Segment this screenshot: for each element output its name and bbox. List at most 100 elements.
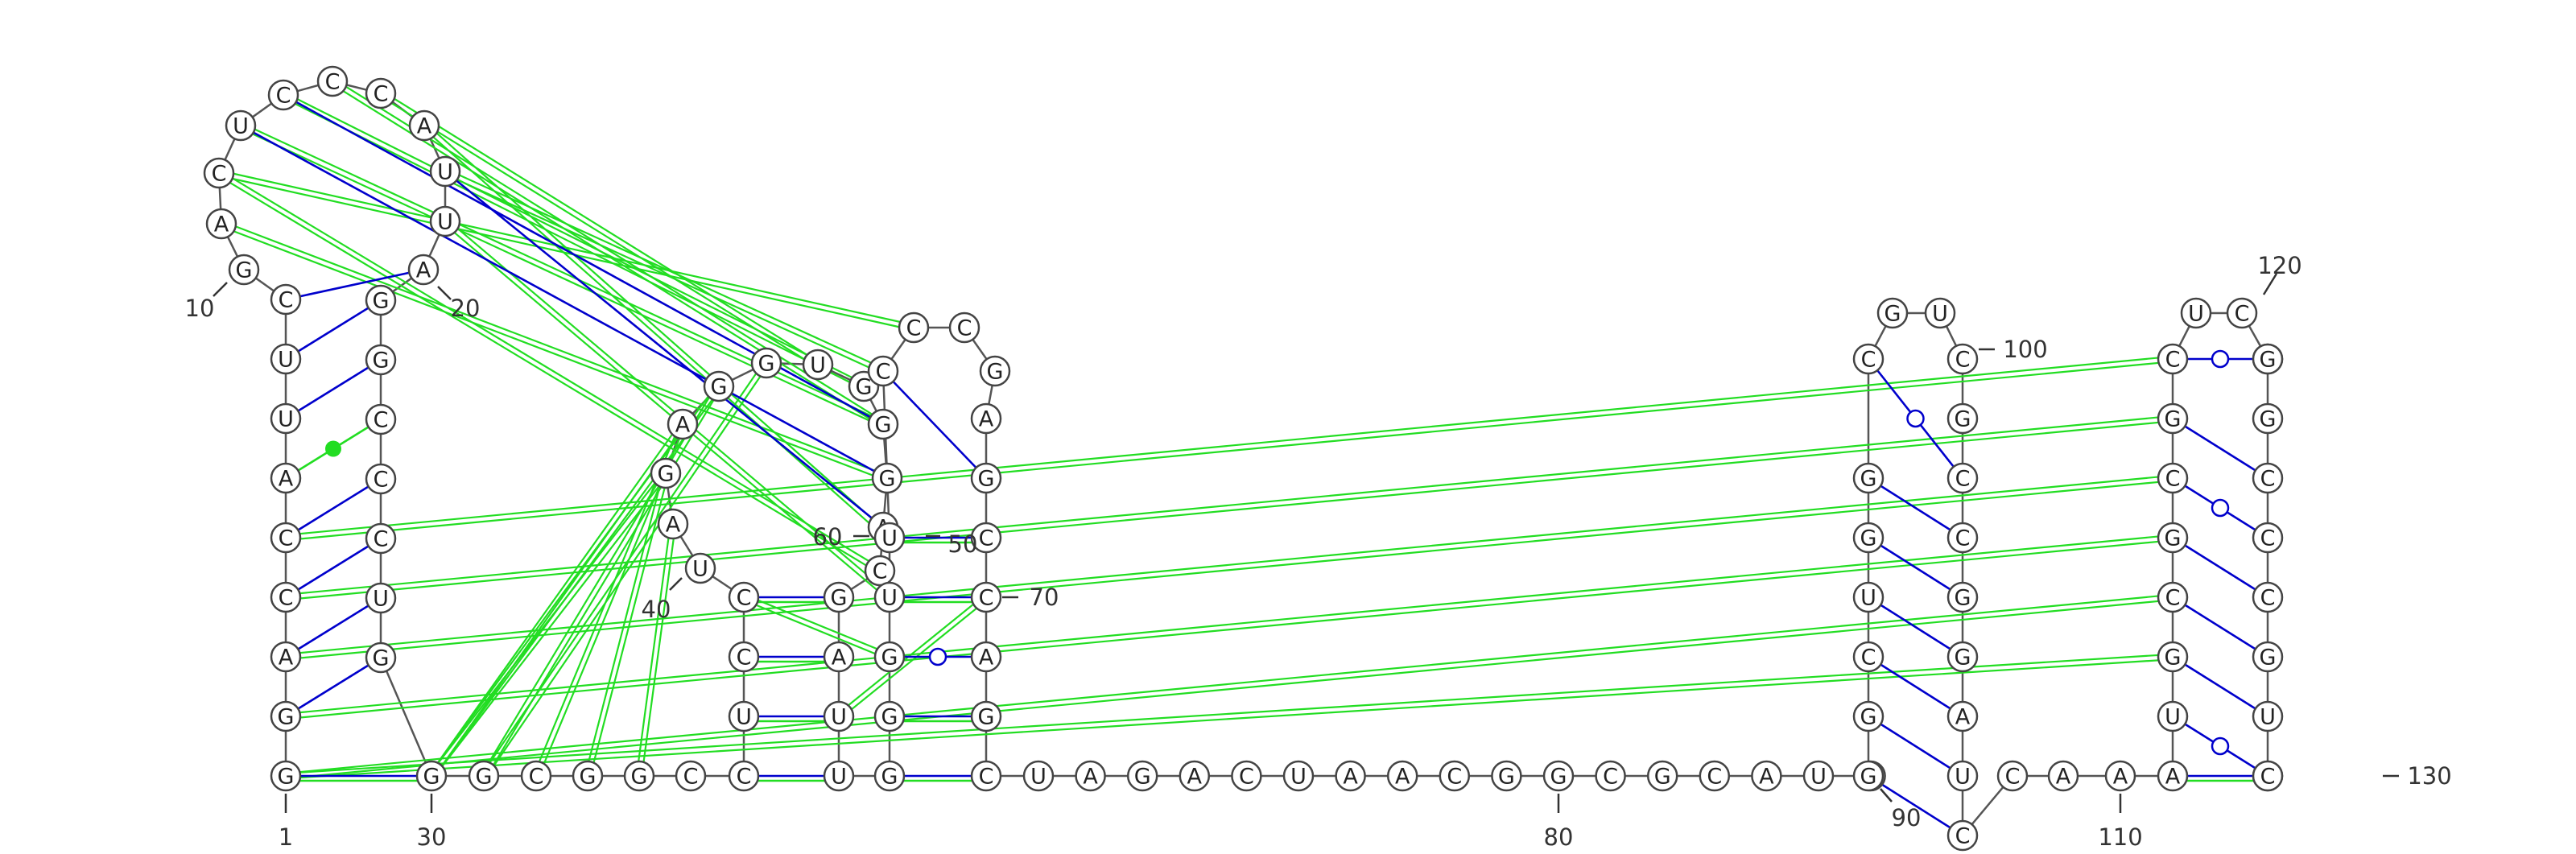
svg-text:U: U xyxy=(881,526,898,551)
svg-text:G: G xyxy=(879,467,896,492)
tick-10: 10 xyxy=(185,282,228,322)
svg-text:G: G xyxy=(881,705,898,730)
nucleotide-68: G xyxy=(970,700,1002,732)
svg-text:A: A xyxy=(1083,765,1098,790)
svg-text:C: C xyxy=(2165,467,2181,492)
svg-text:G: G xyxy=(2260,348,2277,373)
svg-text:30: 30 xyxy=(417,823,447,851)
nucleotide-46: G xyxy=(867,408,899,440)
nucleotide-62: G xyxy=(979,355,1011,387)
tertiary-link xyxy=(285,593,2174,780)
svg-text:C: C xyxy=(279,526,294,551)
tick-1: 1 xyxy=(279,794,293,851)
svg-text:U: U xyxy=(736,705,752,730)
tick-120: 120 xyxy=(2257,252,2302,295)
tick-110: 110 xyxy=(2098,794,2143,851)
nucleotide-31: G xyxy=(572,760,604,792)
svg-text:C: C xyxy=(1955,824,1971,849)
base-pair xyxy=(890,596,986,604)
base-pair xyxy=(890,536,986,544)
base-pair xyxy=(285,656,382,718)
nucleotide-50: G xyxy=(823,581,855,613)
nucleotide-66: C xyxy=(970,581,1002,613)
svg-text:G: G xyxy=(1860,467,1877,492)
nucleotide-23: C xyxy=(365,403,397,435)
nucleotide-63: A xyxy=(970,402,1002,435)
base-pair xyxy=(2172,536,2268,599)
nucleotide-94: G xyxy=(1876,297,1909,329)
svg-text:G: G xyxy=(1498,765,1515,790)
svg-text:U: U xyxy=(233,114,249,139)
svg-text:C: C xyxy=(374,408,389,433)
nucleotide-27: G xyxy=(365,642,397,674)
base-pair xyxy=(1868,715,1963,778)
nucleotide-88: G xyxy=(1852,700,1885,732)
svg-text:U: U xyxy=(373,587,389,612)
nucleotide-51: A xyxy=(823,641,855,673)
tick-80: 80 xyxy=(1544,794,1573,851)
svg-text:G: G xyxy=(831,586,848,611)
svg-text:G: G xyxy=(711,375,728,400)
svg-text:U: U xyxy=(831,705,847,730)
base-pair xyxy=(1868,774,1963,837)
nucleotide-119: G xyxy=(2252,343,2284,375)
svg-text:U: U xyxy=(810,353,826,378)
svg-text:C: C xyxy=(1955,467,1971,492)
tertiary-link xyxy=(285,355,2174,542)
nucleotide-127: C xyxy=(2252,760,2284,792)
svg-text:C: C xyxy=(374,82,389,107)
nucleotide-15: C xyxy=(316,65,349,97)
base-pair xyxy=(2172,417,2268,480)
nucleotide-121: C xyxy=(2252,462,2284,494)
svg-text:70: 70 xyxy=(1030,584,1059,611)
nucleotide-99: C xyxy=(1946,522,1979,554)
svg-text:A: A xyxy=(279,646,294,670)
nucleotide-104: C xyxy=(1946,819,1979,852)
nucleotide-97: G xyxy=(1946,402,1979,435)
svg-text:G: G xyxy=(1955,407,1971,432)
nucleotide-6: A xyxy=(270,462,302,494)
nucleotide-53: U xyxy=(823,760,855,792)
svg-text:C: C xyxy=(737,586,752,611)
base-pair xyxy=(285,477,382,539)
nucleotide-17: A xyxy=(408,109,440,142)
svg-text:1: 1 xyxy=(279,823,293,851)
svg-text:A: A xyxy=(416,258,431,283)
nucleotide-89: C xyxy=(1852,641,1885,673)
svg-text:G: G xyxy=(580,765,597,790)
svg-text:C: C xyxy=(2260,586,2276,611)
nucleotide-113: C xyxy=(2157,462,2189,494)
svg-text:U: U xyxy=(831,765,847,790)
svg-text:G: G xyxy=(631,765,648,790)
tick-60: 60 xyxy=(813,523,869,551)
nucleotide-78: C xyxy=(1439,760,1471,792)
base-pair xyxy=(744,715,839,723)
svg-text:100: 100 xyxy=(2003,336,2047,363)
nucleotide-85: U xyxy=(1802,760,1835,792)
nucleotide-111: C xyxy=(2157,581,2189,613)
nucleotide-87: G xyxy=(1852,760,1885,792)
svg-text:C: C xyxy=(979,526,994,551)
nucleotide-96: C xyxy=(1946,343,1979,375)
nucleotide-117: C xyxy=(2226,297,2258,329)
svg-text:A: A xyxy=(1759,765,1774,790)
base-pair xyxy=(890,647,986,666)
svg-text:C: C xyxy=(1955,348,1971,373)
svg-text:G: G xyxy=(373,349,390,373)
svg-text:C: C xyxy=(1955,526,1971,551)
svg-text:60: 60 xyxy=(813,523,843,551)
svg-text:U: U xyxy=(1030,765,1046,790)
svg-text:10: 10 xyxy=(185,295,215,322)
svg-text:40: 40 xyxy=(642,596,671,623)
nucleotide-22: G xyxy=(365,344,397,376)
nucleotide-103: U xyxy=(1946,760,1979,792)
svg-text:G: G xyxy=(373,646,390,671)
nucleotide-81: C xyxy=(1595,760,1626,792)
svg-text:G: G xyxy=(1134,765,1151,790)
nucleotide-12: C xyxy=(203,157,235,189)
base-pair xyxy=(2172,477,2268,539)
nucleotide-80: G xyxy=(1542,760,1575,792)
svg-text:G: G xyxy=(987,360,1004,385)
svg-text:C: C xyxy=(212,162,227,187)
